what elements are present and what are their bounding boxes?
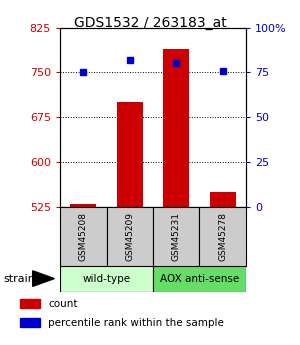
Bar (210, 192, 236, 207)
Bar (20, 299, 40, 308)
Polygon shape (33, 271, 54, 286)
Text: GSM45278: GSM45278 (218, 212, 227, 261)
Text: GSM45208: GSM45208 (79, 212, 88, 261)
FancyBboxPatch shape (106, 207, 153, 266)
Text: wild-type: wild-type (82, 274, 130, 284)
Text: GSM45209: GSM45209 (125, 212, 134, 261)
FancyBboxPatch shape (153, 266, 246, 292)
Text: percentile rank within the sample: percentile rank within the sample (49, 318, 224, 328)
Bar (117, 102, 142, 207)
FancyBboxPatch shape (60, 207, 106, 266)
FancyBboxPatch shape (153, 207, 200, 266)
Text: count: count (49, 299, 78, 309)
Text: strain: strain (3, 274, 35, 284)
FancyBboxPatch shape (60, 266, 153, 292)
Bar (70, 204, 96, 207)
Text: GDS1532 / 263183_at: GDS1532 / 263183_at (74, 16, 226, 30)
Text: GSM45231: GSM45231 (172, 212, 181, 261)
Bar (164, 49, 189, 207)
Text: AOX anti-sense: AOX anti-sense (160, 274, 239, 284)
FancyBboxPatch shape (200, 207, 246, 266)
Bar (20, 318, 40, 327)
